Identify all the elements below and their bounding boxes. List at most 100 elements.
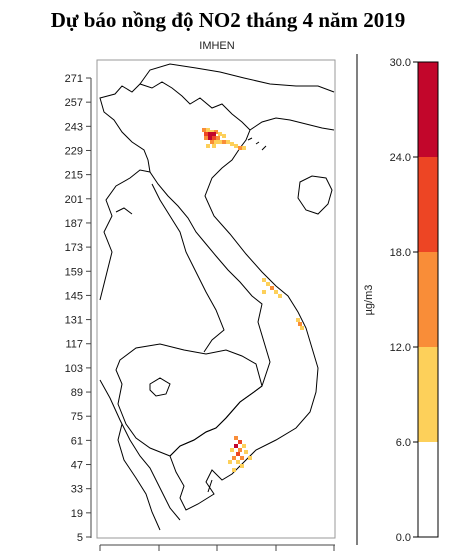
legend-frame — [417, 61, 439, 538]
no2-cell — [300, 326, 304, 330]
no2-cell — [230, 448, 234, 452]
cambodia-border — [115, 343, 263, 457]
no2-cell — [274, 290, 278, 294]
legend-label: 18.0 — [390, 247, 411, 259]
y-tick-label: 187 — [65, 218, 83, 230]
y-tick-label: 47 — [71, 460, 83, 472]
no2-cell — [226, 140, 230, 144]
y-tick-label: 117 — [65, 339, 83, 351]
no2-cell — [244, 450, 248, 454]
no2-cell — [208, 132, 212, 136]
y-tick-label: 159 — [65, 266, 83, 278]
y-tick-label: 131 — [65, 315, 83, 327]
no2-cell — [216, 136, 220, 140]
islands-north — [247, 137, 267, 151]
no2-cell — [270, 286, 274, 290]
no2-cell — [234, 444, 238, 448]
legend-label: 0.0 — [396, 532, 411, 544]
no2-cell — [208, 136, 212, 140]
legend-label: 30.0 — [390, 57, 411, 69]
no2-cell — [234, 436, 238, 440]
no2-cell — [262, 278, 266, 282]
legend-label: 12.0 — [390, 342, 411, 354]
no2-cell — [232, 468, 236, 472]
lake — [149, 377, 171, 397]
island-phuquoc — [207, 479, 213, 493]
y-tick-label: 19 — [71, 508, 83, 520]
no2-cell — [222, 134, 226, 138]
laos-border — [151, 183, 225, 353]
no2-cell — [242, 146, 246, 150]
no2-cell — [240, 456, 244, 460]
no2-cell — [212, 132, 216, 136]
vietnam-border — [99, 81, 319, 511]
china-border — [139, 63, 335, 93]
gulf-coast — [117, 423, 161, 531]
no2-cell — [206, 144, 210, 148]
no2-cell — [230, 142, 234, 146]
no2-cell — [238, 146, 242, 150]
legend-unit-label: µg/m3 — [363, 285, 375, 316]
no2-cell — [242, 444, 246, 448]
no2-cell — [212, 136, 216, 140]
no2-cell — [214, 140, 218, 144]
y-tick-label: 5 — [77, 532, 83, 544]
no2-cell — [236, 460, 240, 464]
legend-label: 24.0 — [390, 152, 411, 164]
legend-swatch — [418, 252, 438, 347]
map-title: Dự báo nồng độ NO2 tháng 4 năm 2019 — [50, 8, 406, 32]
no2-cell — [232, 456, 236, 460]
no2-cell — [218, 132, 222, 136]
x-axis — [99, 544, 335, 551]
y-tick-label: 229 — [65, 145, 83, 157]
no2-cell — [222, 140, 226, 144]
y-tick-label: 75 — [71, 411, 83, 423]
y-tick-label: 61 — [71, 435, 83, 447]
no2-cell — [206, 128, 210, 132]
no2-cell — [278, 294, 282, 298]
color-legend: 0.0 6.0 12.0 18.0 24.0 30.0 — [390, 57, 439, 544]
y-tick-label: 201 — [65, 194, 83, 206]
no2-cell — [204, 132, 208, 136]
no2-cell — [296, 318, 300, 322]
no2-cell — [236, 452, 240, 456]
y-tick-label: 243 — [65, 121, 83, 133]
thailand-border — [99, 169, 151, 301]
no2-cell — [228, 460, 232, 464]
no2-cell — [218, 140, 222, 144]
no2-cell — [238, 448, 242, 452]
no2-concentration-cells — [202, 128, 304, 472]
no2-cell — [238, 440, 242, 444]
y-tick-label: 89 — [71, 387, 83, 399]
no2-cell — [234, 144, 238, 148]
hainan — [297, 175, 333, 215]
china-coast — [249, 117, 335, 131]
island-west — [115, 207, 133, 215]
no2-cell — [240, 464, 244, 468]
y-tick-label: 103 — [65, 363, 83, 375]
no2-cell — [262, 290, 266, 294]
legend-swatch — [418, 157, 438, 252]
y-tick-label: 257 — [65, 97, 83, 109]
no2-cell — [266, 282, 270, 286]
legend-swatch — [418, 347, 438, 442]
y-tick-label: 173 — [65, 242, 83, 254]
no2-cell — [202, 128, 206, 132]
y-axis: 5 19 33 47 61 75 89 103 117 131 145 159 173 187 201 215… — [65, 73, 92, 544]
y-tick-label: 145 — [65, 290, 83, 302]
y-tick-label: 271 — [65, 73, 83, 85]
legend-swatch — [418, 62, 438, 157]
y-tick-label: 33 — [71, 484, 83, 496]
legend-label: 6.0 — [396, 437, 411, 449]
legend-swatch — [418, 442, 438, 537]
country-borders — [99, 63, 335, 531]
no2-cell — [212, 144, 216, 148]
y-tick-label: 215 — [65, 170, 83, 182]
no2-cell — [248, 456, 252, 460]
map-subtitle: IMHEN — [199, 40, 235, 52]
no2-cell — [298, 322, 302, 326]
no2-cell — [204, 136, 208, 140]
no2-cell — [210, 140, 214, 144]
thailand-south — [99, 379, 181, 521]
